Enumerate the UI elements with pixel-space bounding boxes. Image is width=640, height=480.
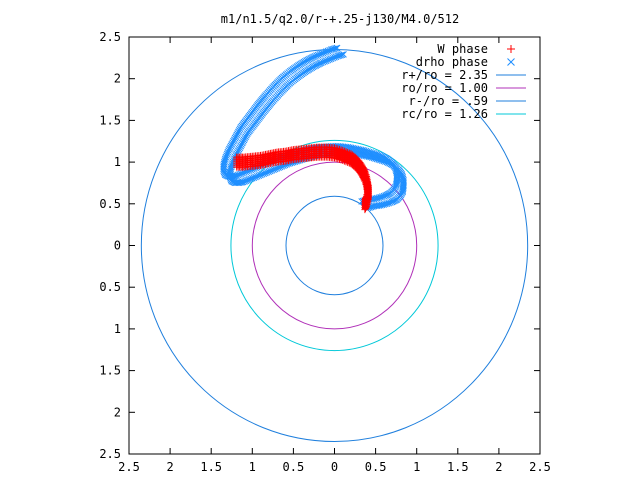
x-tick-label: 1.5 xyxy=(200,460,222,474)
drho-phase-point xyxy=(237,142,245,150)
y-tick-label: 2.5 xyxy=(99,30,121,44)
x-tick-label: 2 xyxy=(166,460,173,474)
drho-phase-point xyxy=(230,136,238,144)
reference-circle xyxy=(251,161,418,330)
drho-phase-point xyxy=(235,145,243,153)
drho-phase-point xyxy=(230,137,237,145)
drho-phase-point xyxy=(240,136,248,144)
drho-phase-point xyxy=(234,130,241,137)
y-tick-label: 0.5 xyxy=(99,280,121,294)
drho-phase-point xyxy=(243,131,250,139)
y-tick-label: 2 xyxy=(114,405,121,419)
axis-ticks: 2.5 2 1.5 1 0.5 0 0.5 1 1.5 2 2.52.521.510.500.511… xyxy=(99,30,551,474)
x-tick-label: 0.5 xyxy=(365,460,387,474)
y-tick-label: 2.5 xyxy=(99,447,121,461)
drho-phase-point xyxy=(227,142,235,150)
legend-plus-marker xyxy=(507,45,515,53)
legend-label: rc/ro = 1.26 xyxy=(401,107,488,121)
legend-label: r-/ro = .59 xyxy=(409,94,488,108)
legend-cross-marker xyxy=(507,58,515,66)
drho-phase-point xyxy=(235,126,243,134)
drho-phase-point xyxy=(242,133,249,141)
y-tick-label: 2 xyxy=(114,72,121,86)
y-tick-label: 1 xyxy=(114,155,121,169)
x-tick-label: 0 xyxy=(331,460,338,474)
drho-phase-point xyxy=(239,138,247,145)
drho-phase-point xyxy=(231,134,239,142)
x-tick-label: 1 xyxy=(249,460,256,474)
drho-phase-point xyxy=(226,144,234,151)
y-tick-label: 1.5 xyxy=(99,364,121,378)
drho-phase-point xyxy=(236,125,244,133)
w-phase-series xyxy=(233,143,372,214)
y-tick-label: 1.5 xyxy=(99,113,121,127)
drho-phase-point xyxy=(232,133,240,140)
drho-phase-point xyxy=(235,128,242,136)
drho-phase-point xyxy=(238,139,246,147)
y-tick-label: 0.5 xyxy=(99,197,121,211)
drho-phase-point xyxy=(229,139,237,147)
y-tick-label: 0 xyxy=(114,239,121,253)
reference-circle xyxy=(230,139,439,352)
x-tick-label: 2 xyxy=(495,460,502,474)
legend-label: W phase xyxy=(437,42,488,56)
legend-label: ro/ro = 1.00 xyxy=(401,81,488,95)
reference-circles xyxy=(140,49,529,442)
w-phase-point xyxy=(361,206,369,214)
w-phase-point xyxy=(361,205,369,213)
x-tick-label: 2.5 xyxy=(529,460,551,474)
drho-phase-point xyxy=(236,144,244,152)
x-tick-label: 0.5 xyxy=(283,460,305,474)
legend-label: drho phase xyxy=(416,55,488,69)
drho-phase-point xyxy=(234,147,242,155)
x-tick-label: 2.5 xyxy=(118,460,140,474)
drho-phase-point xyxy=(238,141,245,148)
legend-label: r+/ro = 2.35 xyxy=(401,68,488,82)
x-tick-label: 1 xyxy=(413,460,420,474)
reference-circle xyxy=(285,195,384,296)
drho-phase-point xyxy=(243,130,251,137)
y-tick-label: 1 xyxy=(114,322,121,336)
chart-title: m1/n1.5/q2.0/r-+.25-j130/M4.0/512 xyxy=(221,12,459,26)
drho-phase-point xyxy=(237,123,245,131)
drho-phase-point xyxy=(241,134,249,142)
drho-phase-point xyxy=(233,131,241,139)
phase-points xyxy=(220,44,407,214)
x-tick-label: 1.5 xyxy=(447,460,469,474)
drho-phase-point xyxy=(228,141,236,148)
